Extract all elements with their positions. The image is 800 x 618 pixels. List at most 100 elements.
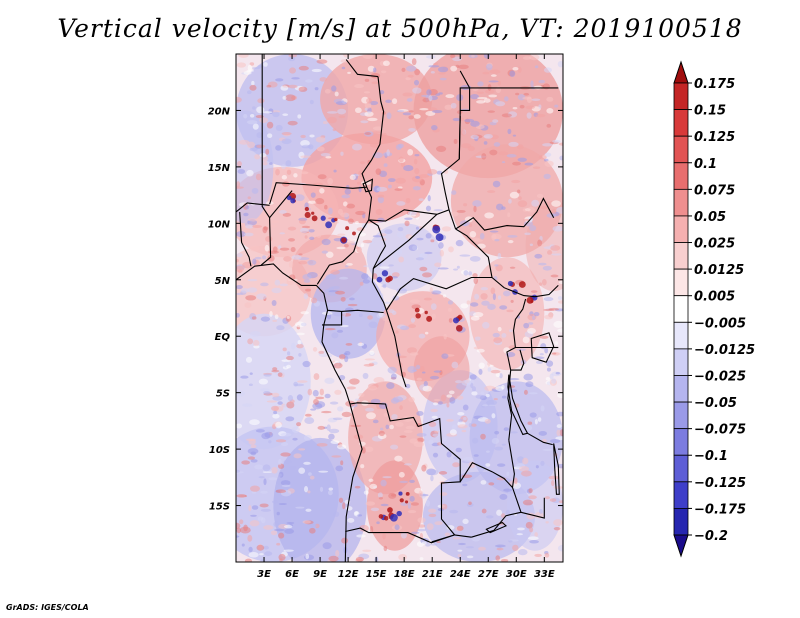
field-speckle bbox=[481, 508, 487, 514]
field-speckle bbox=[464, 118, 475, 123]
field-speckle bbox=[403, 165, 414, 172]
field-speckle bbox=[485, 463, 491, 467]
field-speckle bbox=[411, 58, 417, 66]
field-speckle bbox=[490, 74, 497, 77]
field-speckle bbox=[400, 325, 410, 331]
field-speckle bbox=[259, 152, 267, 158]
field-speckle bbox=[448, 246, 454, 253]
field-speckle bbox=[258, 476, 265, 479]
field-speckle bbox=[260, 508, 271, 512]
field-speckle bbox=[421, 464, 427, 472]
field-speckle bbox=[471, 391, 478, 396]
convective-cell bbox=[311, 211, 315, 215]
lake-chad bbox=[362, 178, 374, 193]
field-speckle bbox=[331, 455, 342, 458]
field-speckle bbox=[307, 259, 317, 266]
field-speckle bbox=[438, 242, 444, 249]
field-speckle bbox=[426, 89, 432, 96]
field-speckle bbox=[494, 446, 504, 451]
field-speckle bbox=[384, 301, 391, 304]
field-speckle bbox=[431, 313, 437, 320]
field-speckle bbox=[407, 74, 414, 78]
field-speckle bbox=[407, 502, 411, 509]
field-speckle bbox=[324, 393, 331, 399]
field-speckle bbox=[494, 238, 500, 242]
field-speckle bbox=[281, 138, 292, 145]
field-speckle bbox=[334, 389, 342, 395]
field-speckle bbox=[304, 485, 309, 493]
field-speckle bbox=[265, 235, 273, 242]
field-speckle bbox=[236, 292, 244, 296]
field-speckle bbox=[522, 499, 534, 506]
field-speckle bbox=[431, 415, 438, 419]
field-speckle bbox=[407, 210, 417, 216]
field-speckle bbox=[385, 99, 392, 104]
convective-cell bbox=[432, 225, 441, 234]
field-speckle bbox=[539, 508, 543, 514]
field-speckle bbox=[236, 62, 247, 68]
field-speckle bbox=[478, 362, 485, 369]
field-speckle bbox=[243, 113, 248, 119]
field-speckle bbox=[466, 555, 474, 559]
field-speckle bbox=[423, 297, 433, 301]
field-speckle bbox=[482, 321, 490, 329]
field-speckle bbox=[542, 448, 553, 451]
field-speckle bbox=[470, 302, 479, 307]
field-speckle bbox=[425, 55, 436, 59]
field-speckle bbox=[487, 360, 491, 367]
field-speckle bbox=[433, 370, 442, 373]
field-speckle bbox=[293, 453, 302, 459]
field-speckle bbox=[302, 520, 311, 524]
field-speckle bbox=[358, 313, 363, 318]
field-speckle bbox=[479, 232, 485, 240]
field-speckle bbox=[327, 116, 337, 124]
field-speckle bbox=[250, 451, 257, 456]
field-speckle bbox=[396, 110, 405, 113]
field-speckle bbox=[300, 322, 307, 327]
border-line bbox=[269, 182, 367, 205]
field-speckle bbox=[477, 81, 484, 87]
border-line bbox=[236, 202, 270, 213]
field-speckle bbox=[473, 454, 479, 457]
field-speckle bbox=[398, 553, 407, 561]
field-speckle bbox=[497, 295, 502, 300]
field-speckle bbox=[252, 258, 257, 265]
field-speckle bbox=[327, 177, 334, 185]
field-speckle bbox=[528, 392, 538, 395]
field-speckle bbox=[254, 154, 261, 160]
field-speckle bbox=[417, 517, 426, 523]
field-speckle bbox=[462, 404, 469, 411]
field-speckle bbox=[441, 353, 449, 359]
field-speckle bbox=[252, 123, 259, 130]
field-speckle bbox=[518, 306, 522, 310]
field-speckle bbox=[399, 405, 403, 410]
field-speckle bbox=[392, 396, 404, 403]
field-speckle bbox=[260, 490, 268, 494]
field-speckle bbox=[459, 117, 465, 122]
field-speckle bbox=[319, 188, 325, 194]
field-speckle bbox=[309, 236, 315, 240]
colorbar-segment bbox=[673, 215, 689, 243]
field-speckle bbox=[449, 509, 459, 514]
field-speckle bbox=[382, 533, 386, 540]
field-speckle bbox=[555, 436, 563, 441]
field-speckle bbox=[335, 221, 339, 224]
field-speckle bbox=[324, 88, 331, 94]
y-tick-label: EQ bbox=[215, 332, 231, 343]
field-speckle bbox=[291, 342, 296, 350]
field-speckle bbox=[470, 93, 479, 100]
convective-cell bbox=[396, 510, 402, 517]
field-speckle bbox=[496, 509, 503, 516]
field-speckle bbox=[249, 147, 258, 152]
field-speckle bbox=[335, 549, 340, 557]
field-speckle bbox=[372, 273, 378, 280]
field-speckle bbox=[291, 77, 300, 80]
field-speckle bbox=[495, 555, 501, 561]
field-speckle bbox=[266, 133, 273, 139]
field-speckle bbox=[535, 113, 546, 118]
field-speckle bbox=[278, 210, 287, 214]
field-speckle bbox=[356, 246, 362, 253]
field-speckle bbox=[487, 110, 495, 113]
field-speckle bbox=[429, 375, 440, 380]
field-speckle bbox=[463, 416, 467, 421]
